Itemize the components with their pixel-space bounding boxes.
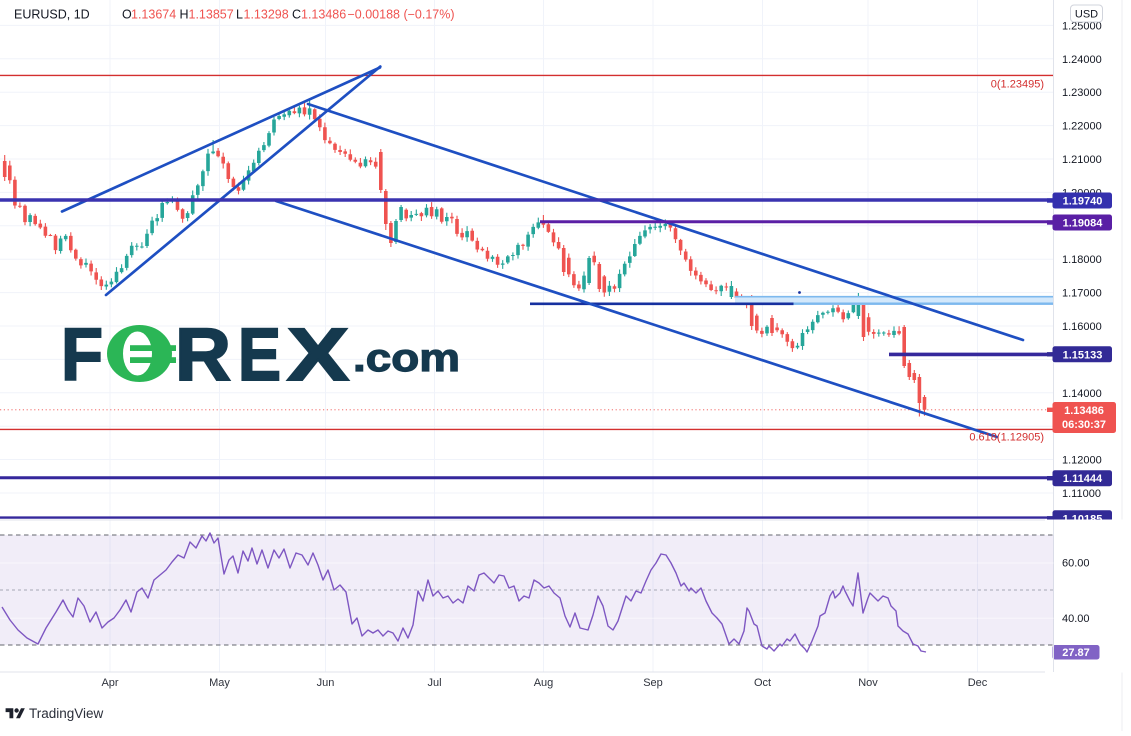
svg-text:Aug: Aug	[534, 677, 554, 689]
svg-text:Apr: Apr	[101, 677, 118, 689]
svg-text:40.00: 40.00	[1062, 613, 1090, 625]
svg-text:1.21000: 1.21000	[1062, 154, 1102, 166]
svg-text:1.25000: 1.25000	[1062, 20, 1102, 32]
svg-text:06:30:37: 06:30:37	[1062, 419, 1106, 431]
svg-text:USD: USD	[1075, 9, 1098, 21]
svg-text:May: May	[209, 677, 230, 689]
svg-text:Sep: Sep	[643, 677, 663, 689]
svg-text:1.19084: 1.19084	[1063, 218, 1104, 230]
svg-text:0.618(1.12905): 0.618(1.12905)	[969, 432, 1044, 444]
svg-text:Jul: Jul	[427, 677, 441, 689]
svg-text:Dec: Dec	[968, 677, 988, 689]
svg-text:Nov: Nov	[858, 677, 878, 689]
svg-text:X: X	[287, 313, 349, 396]
svg-text:1.24000: 1.24000	[1062, 54, 1102, 66]
svg-text:Jun: Jun	[317, 677, 335, 689]
svg-text:TradingView: TradingView	[29, 706, 104, 721]
svg-text:1.15133: 1.15133	[1063, 349, 1103, 361]
svg-text:60.00: 60.00	[1062, 558, 1090, 570]
svg-text:F: F	[61, 313, 103, 396]
svg-text:Oct: Oct	[754, 677, 771, 689]
svg-text:1.16000: 1.16000	[1062, 321, 1102, 333]
svg-text:E: E	[238, 313, 281, 396]
svg-text:1.23000: 1.23000	[1062, 87, 1102, 99]
svg-text:1.19740: 1.19740	[1063, 196, 1103, 208]
svg-text:.com: .com	[353, 337, 460, 380]
svg-text:1.12000: 1.12000	[1062, 455, 1102, 467]
svg-text:1.11444: 1.11444	[1063, 473, 1103, 485]
svg-text:EURUSD, 1D: EURUSD, 1D	[14, 8, 90, 22]
svg-text:27.87: 27.87	[1062, 647, 1090, 659]
svg-text:1.14000: 1.14000	[1062, 388, 1102, 400]
svg-text:1.11000: 1.11000	[1062, 488, 1101, 500]
svg-text:1.13486: 1.13486	[1064, 405, 1104, 417]
svg-text:0(1.23495): 0(1.23495)	[991, 79, 1044, 91]
svg-text:R: R	[175, 313, 231, 396]
svg-text:1.18000: 1.18000	[1062, 254, 1102, 266]
svg-text:1.22000: 1.22000	[1062, 121, 1102, 133]
svg-text:1.17000: 1.17000	[1062, 288, 1102, 300]
